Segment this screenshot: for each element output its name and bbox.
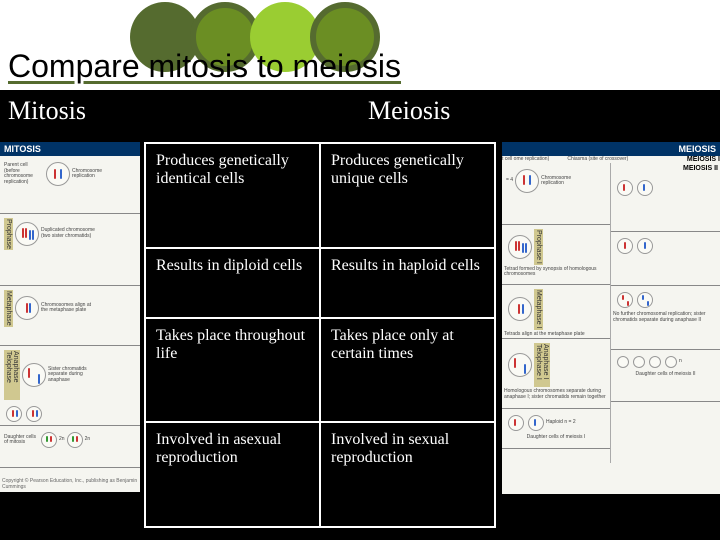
cell-icon — [6, 406, 22, 422]
homolog-sep-label: Homologous chromosomes separate during a… — [504, 389, 608, 400]
cell-icon — [633, 356, 645, 368]
meiosis-cell: Results in haploid cells — [320, 248, 495, 318]
cell-icon — [508, 415, 524, 431]
cell-icon — [26, 406, 42, 422]
metaphase-stage-label: Metaphase — [4, 290, 13, 327]
cell-icon — [617, 356, 629, 368]
table-row: Results in diploid cells Results in hapl… — [145, 248, 495, 318]
cell-icon — [508, 235, 532, 259]
cell-icon — [41, 432, 57, 448]
chrom-rep-label: Chromosome replication — [72, 169, 117, 180]
cell-icon — [15, 296, 39, 320]
comparison-table: Produces genetically identical cells Pro… — [144, 142, 496, 528]
cell-icon — [67, 432, 83, 448]
meiosis-header: Meiosis — [360, 90, 720, 138]
meiosis-diagram: MEIOSIS t cell ome replication) Chiasma … — [502, 142, 720, 494]
cell-icon — [15, 222, 39, 246]
cell-icon — [508, 353, 532, 377]
daughter-ii-label: Daughter cells of meiosis II — [613, 372, 718, 378]
chiasma-label: Chiasma (site of crossover) — [567, 157, 643, 163]
cell-icon — [637, 238, 653, 254]
meiosis-cell: Takes place only at certain times — [320, 318, 495, 423]
header-region: Compare mitosis to meiosis — [0, 0, 720, 90]
daughter-label: Daughter cells of mitosis — [4, 435, 39, 446]
cell-label: t cell ome replication) — [502, 157, 567, 163]
content-region: Mitosis Meiosis MITOSIS Parent cell (bef… — [0, 90, 720, 540]
column-headers: Mitosis Meiosis — [0, 90, 720, 138]
meiosis-diagram-header: MEIOSIS — [502, 142, 720, 156]
neq4-label: = 4 — [506, 178, 513, 184]
chrom-rep-label-r: Chromosome replication — [541, 176, 581, 187]
n-label: n — [679, 359, 682, 365]
align-label: Chromosomes align at the metaphase plate — [41, 303, 96, 314]
no-further-label: No further chromosomal replication; sist… — [613, 312, 718, 323]
meiosis-i-column: = 4 Chromosome replication — [502, 163, 611, 463]
cell-icon — [617, 180, 633, 196]
parent-cell-label: Parent cell (before chromosome replicati… — [4, 163, 44, 185]
daughter-i-label: Daughter cells of meiosis I — [504, 435, 608, 441]
mitosis-cell: Takes place throughout life — [145, 318, 320, 423]
table-row: Takes place throughout life Takes place … — [145, 318, 495, 423]
mitosis-cell: Produces genetically identical cells — [145, 143, 320, 248]
anaphase-telophase-stage-label: Anaphase Telophase — [4, 350, 20, 400]
duplicated-label: Duplicated chromosome (two sister chroma… — [41, 228, 96, 239]
ploidy-label: 2n — [85, 437, 91, 443]
mitosis-cell: Results in diploid cells — [145, 248, 320, 318]
tetrads-align-label: Tetrads align at the metaphase plate — [504, 332, 608, 338]
haploid-label: Haploid n = 2 — [546, 420, 576, 426]
table-row: Produces genetically identical cells Pro… — [145, 143, 495, 248]
mitosis-diagram: MITOSIS Parent cell (before chromosome r… — [0, 142, 140, 492]
cell-icon — [617, 238, 633, 254]
page-title: Compare mitosis to meiosis — [8, 48, 401, 85]
anaphase-telophase-i-label: Anaphase I Telophase I — [534, 343, 550, 387]
prophase-stage-label: Prophase — [4, 218, 13, 250]
sister-sep-label: Sister chromatids separate during anapha… — [48, 367, 103, 384]
meiosis-i-header: MEIOSIS I — [644, 156, 720, 163]
prophase-i-label: Prophase I — [534, 229, 543, 265]
mitosis-diagram-header: MITOSIS — [0, 142, 140, 156]
ploidy-label: 2n — [59, 437, 65, 443]
cell-icon — [528, 415, 544, 431]
meiosis-ii-header: MEIOSIS II — [611, 163, 720, 174]
copyright-text: Copyright © Pearson Education, Inc., pub… — [2, 478, 140, 490]
meiosis-cell: Produces genetically unique cells — [320, 143, 495, 248]
cell-icon — [508, 297, 532, 321]
cell-icon — [515, 169, 539, 193]
mitosis-cell: Involved in asexual reproduction — [145, 422, 320, 527]
cell-icon — [22, 363, 46, 387]
cell-icon — [637, 292, 653, 308]
metaphase-i-label: Metaphase I — [534, 289, 543, 330]
cell-icon — [46, 162, 70, 186]
tetrad-label: Tetrad formed by synopsis of homologous … — [504, 267, 608, 278]
cell-icon — [665, 356, 677, 368]
meiosis-ii-column: MEIOSIS II — [611, 163, 720, 463]
mitosis-header: Mitosis — [0, 90, 360, 138]
cell-icon — [617, 292, 633, 308]
cell-icon — [649, 356, 661, 368]
table-row: Involved in asexual reproduction Involve… — [145, 422, 495, 527]
meiosis-cell: Involved in sexual reproduction — [320, 422, 495, 527]
cell-icon — [637, 180, 653, 196]
